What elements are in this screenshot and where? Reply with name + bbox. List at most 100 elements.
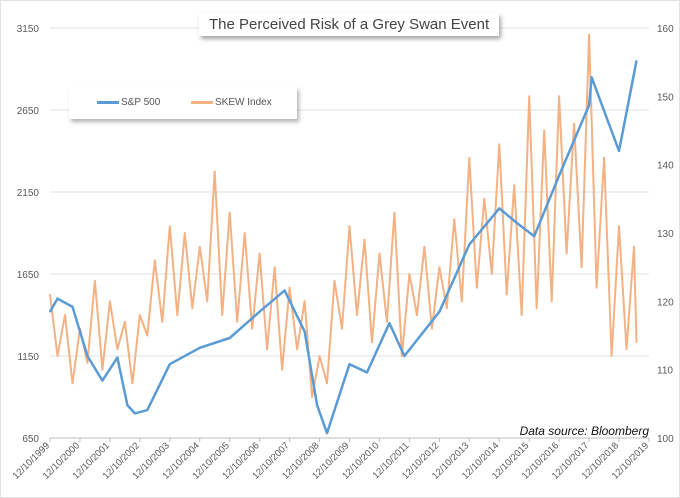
data-point — [543, 129, 545, 132]
data-point — [403, 355, 406, 357]
data-point — [468, 157, 471, 159]
data-point — [635, 60, 638, 62]
data-point — [558, 95, 560, 98]
y-right-tick-label: 110 — [657, 366, 673, 377]
data-point — [558, 174, 560, 177]
data-point — [528, 95, 530, 98]
y-left-tick-label: 650 — [22, 434, 39, 445]
data-point — [356, 314, 358, 316]
data-point — [588, 34, 590, 36]
data-point — [303, 300, 306, 303]
data-point — [388, 322, 391, 325]
data-point — [371, 341, 373, 344]
data-point — [565, 252, 568, 255]
data-point — [161, 321, 164, 323]
data-point — [341, 327, 343, 330]
data-point — [416, 314, 418, 316]
data-point — [273, 266, 276, 268]
y-left-tick-label: 2650 — [17, 106, 40, 117]
data-point — [116, 356, 119, 359]
data-point — [386, 321, 388, 323]
y-left-tick-label: 2150 — [17, 188, 40, 199]
data-point — [311, 396, 313, 398]
data-point — [243, 232, 246, 234]
data-point — [176, 314, 179, 316]
legend-item-skew: SKEW Index — [191, 97, 272, 108]
y-left-tick-label: 3150 — [17, 24, 40, 35]
legend-swatch — [191, 101, 213, 104]
y-right-tick-label: 150 — [657, 92, 674, 103]
data-point — [513, 184, 516, 186]
data-point — [625, 348, 628, 350]
data-point — [236, 321, 238, 323]
data-point — [109, 300, 111, 303]
data-point — [303, 330, 306, 333]
data-point — [316, 404, 318, 407]
data-point — [363, 239, 366, 241]
data-point — [206, 300, 209, 303]
y-right-tick-label: 100 — [657, 434, 674, 445]
data-point — [101, 368, 104, 371]
data-point — [366, 371, 368, 374]
data-point — [221, 314, 224, 316]
data-point — [393, 211, 396, 214]
y-right-tick-label: 160 — [657, 24, 674, 35]
data-source-note: Data source: Bloomberg — [519, 424, 649, 438]
data-point — [580, 266, 583, 268]
data-point — [169, 225, 171, 227]
data-point — [191, 307, 194, 309]
data-point — [483, 198, 486, 200]
data-point — [603, 157, 605, 159]
data-point — [348, 363, 351, 366]
data-point — [535, 307, 538, 309]
data-point — [520, 314, 523, 316]
data-point — [139, 314, 141, 316]
data-point — [633, 245, 635, 248]
data-point — [288, 286, 291, 289]
data-point — [71, 382, 74, 385]
data-point — [146, 334, 149, 337]
data-point — [251, 327, 253, 330]
legend-label: SKEW Index — [215, 97, 272, 108]
legend-swatch — [97, 101, 119, 104]
data-point — [213, 170, 216, 173]
data-point — [438, 310, 441, 313]
data-point — [56, 355, 59, 357]
data-point — [590, 76, 593, 78]
data-point — [446, 307, 448, 309]
data-point — [101, 379, 104, 382]
data-point — [618, 225, 620, 227]
legend: S&P 500 SKEW Index — [69, 87, 297, 119]
data-point — [131, 382, 134, 385]
data-point — [490, 273, 493, 275]
chart-title: The Perceived Risk of a Grey Swan Event — [199, 13, 500, 36]
data-point — [505, 293, 508, 296]
data-point — [198, 245, 201, 248]
data-point — [326, 382, 328, 385]
data-point — [94, 280, 96, 282]
data-point — [258, 252, 261, 255]
legend-label: S&P 500 — [121, 97, 161, 108]
data-point — [498, 143, 501, 145]
data-point — [431, 327, 433, 330]
data-point — [318, 355, 321, 357]
data-point — [183, 232, 186, 234]
data-point — [550, 300, 553, 303]
data-point — [461, 300, 463, 303]
data-point — [86, 355, 89, 357]
data-point — [475, 286, 478, 289]
data-point — [154, 259, 156, 262]
data-point — [169, 363, 171, 366]
data-point — [518, 224, 521, 226]
data-point — [64, 314, 66, 316]
data-point — [468, 243, 471, 246]
data-point — [401, 355, 403, 357]
data-point — [498, 207, 501, 210]
y-left-tick-label: 1650 — [17, 270, 40, 281]
data-point — [610, 355, 613, 357]
data-point — [146, 409, 149, 411]
data-point — [378, 252, 381, 255]
y-right-tick-label: 140 — [657, 161, 674, 172]
